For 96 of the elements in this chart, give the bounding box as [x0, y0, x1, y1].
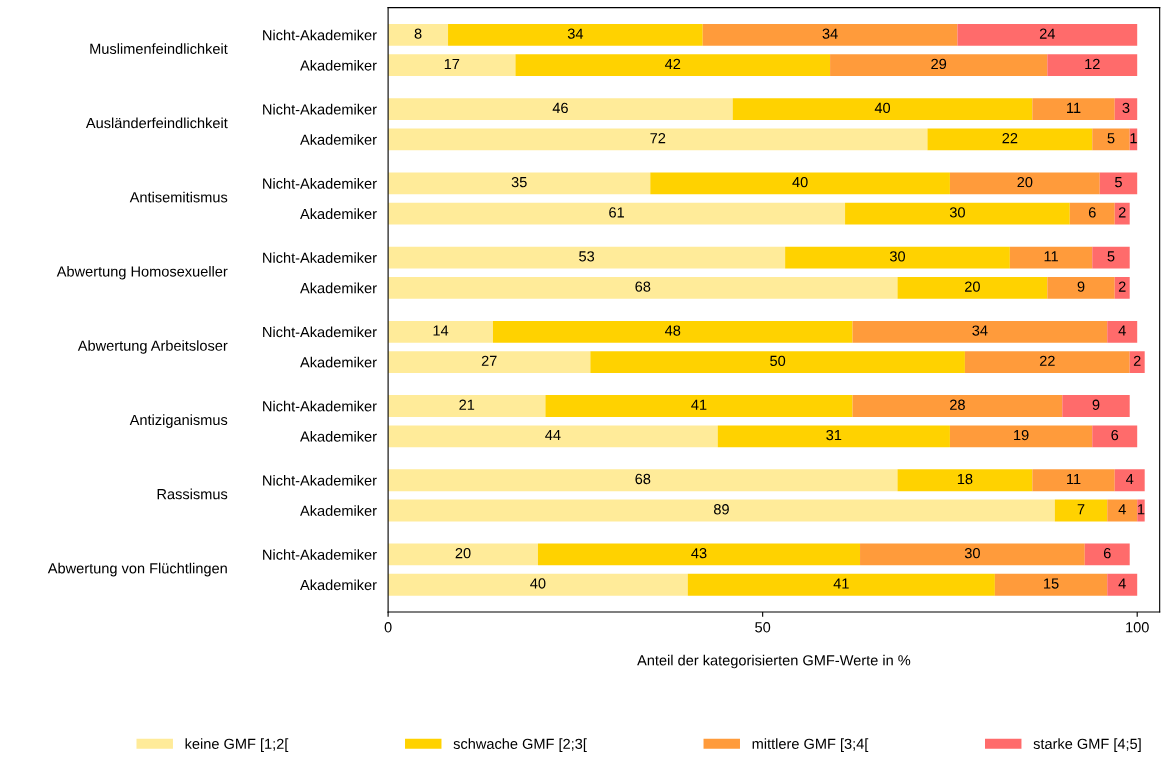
text: Rassismus: [157, 488, 228, 500]
data-label: 2: [1118, 207, 1126, 218]
y-tick-label: Nicht-Akademiker: [263, 252, 377, 263]
data-label: 28: [950, 399, 965, 410]
legend-label: keine GMF [1;2[: [185, 738, 289, 752]
data-label: 34: [972, 325, 988, 336]
text: Ausländerfeindlichkeit: [85, 117, 228, 129]
data-label: 34: [822, 28, 838, 39]
data-label: 2: [1118, 281, 1126, 292]
data-label: 61: [609, 207, 624, 218]
y-tick-label: Nicht-Akademiker: [263, 178, 377, 189]
y-tick-label: Nicht-Akademiker: [263, 400, 377, 412]
data-label: 44: [545, 430, 561, 441]
y-tick-label: Akademiker: [300, 282, 377, 294]
data-label: 72: [650, 133, 666, 144]
data-label: 4: [1118, 504, 1126, 515]
data-label: 35: [511, 176, 527, 188]
data-label: 53: [579, 251, 595, 262]
text: Antisemitismus: [129, 191, 228, 203]
y-tick-label: Akademiker: [300, 579, 377, 591]
data-label: 5: [1107, 251, 1115, 262]
data-label: 8: [414, 28, 422, 39]
legend-label: starke GMF [4;5]: [1033, 738, 1141, 752]
y-tick-label: Akademiker: [300, 431, 377, 442]
data-label: 22: [1002, 133, 1018, 144]
data-label: 9: [1077, 281, 1085, 292]
text: Antiziganismus: [129, 414, 228, 428]
data-label: 12: [1085, 58, 1100, 69]
data-label: 4: [1118, 578, 1126, 589]
data-label: 2: [1133, 355, 1141, 366]
data-label: 30: [949, 207, 965, 218]
text: Abwertung Homosexueller: [56, 265, 228, 280]
y-tick-label: Akademiker: [300, 59, 377, 71]
data-label: 27: [481, 355, 497, 366]
data-label: 48: [664, 325, 681, 336]
y-tick-label: Akademiker: [300, 356, 377, 368]
data-label: 41: [691, 399, 707, 410]
y-tick-label: Akademiker: [300, 134, 377, 145]
data-label: 43: [691, 548, 707, 559]
data-label: 15: [1044, 578, 1059, 589]
data-label: 20: [965, 281, 980, 292]
data-label: 29: [931, 58, 947, 70]
data-label: 30: [964, 548, 980, 559]
data-label: 34: [567, 28, 584, 39]
data-label: 11: [1044, 251, 1058, 262]
x-axis-title: Anteil der kategorisierten GMF-Werte in %: [637, 654, 911, 669]
data-label: 19: [1014, 429, 1029, 441]
data-label: 11: [1067, 102, 1081, 113]
y-tick-label: Nicht-Akademiker: [263, 29, 377, 41]
data-label: 40: [874, 102, 891, 114]
y-tick-label: Nicht-Akademiker: [263, 474, 377, 486]
data-label: 4: [1125, 473, 1134, 484]
x-tick-label: 0: [384, 622, 392, 633]
data-label: 22: [1039, 355, 1055, 366]
data-label: 46: [552, 102, 568, 114]
y-tick-label: Nicht-Akademiker: [263, 103, 377, 115]
data-label: 41: [833, 578, 849, 589]
data-label: 68: [635, 473, 651, 485]
data-label: 5: [1115, 177, 1122, 188]
data-label: 21: [459, 399, 475, 410]
data-label: 17: [444, 58, 460, 69]
data-label: 40: [530, 578, 546, 589]
legend-label: mittlere GMF [3;4[: [752, 738, 869, 752]
data-label: 50: [770, 355, 786, 366]
data-label: 6: [1111, 429, 1119, 441]
data-label: 40: [792, 176, 808, 188]
data-label: 4: [1118, 325, 1126, 336]
data-label: 18: [957, 473, 973, 485]
y-tick-label: Nicht-Akademiker: [263, 326, 377, 338]
y-tick-label: Nicht-Akademiker: [263, 549, 377, 560]
y-tick-label: Akademiker: [300, 208, 377, 220]
legend-label: schwache GMF [2;3[: [453, 738, 587, 752]
x-tick-label: 50: [755, 622, 771, 633]
data-label: 14: [433, 325, 449, 336]
data-label: 20: [455, 548, 471, 559]
data-label: 31: [826, 429, 842, 441]
data-label: 9: [1092, 399, 1100, 410]
data-label: 30: [889, 251, 906, 262]
data-label: 1: [1138, 504, 1145, 515]
data-label: 5: [1107, 133, 1115, 144]
data-label: 6: [1103, 548, 1111, 559]
data-label: 11: [1067, 473, 1081, 484]
data-label: 7: [1077, 504, 1085, 515]
data-label: 1: [1130, 133, 1137, 144]
text: Muslimenfeindlichkeit: [90, 43, 228, 54]
data-label: 42: [664, 58, 681, 69]
text: Abwertung Arbeitsloser: [77, 340, 228, 354]
data-label: 68: [635, 281, 651, 292]
data-label: 3: [1122, 102, 1130, 114]
data-label: 6: [1088, 207, 1096, 218]
data-label: 20: [1017, 176, 1033, 188]
data-label: 24: [1039, 28, 1055, 39]
x-tick-label: 100: [1126, 622, 1149, 633]
data-label: 89: [713, 504, 729, 515]
y-tick-label: Akademiker: [300, 505, 377, 516]
text: Abwertung von Flüchtlingen: [47, 562, 227, 577]
